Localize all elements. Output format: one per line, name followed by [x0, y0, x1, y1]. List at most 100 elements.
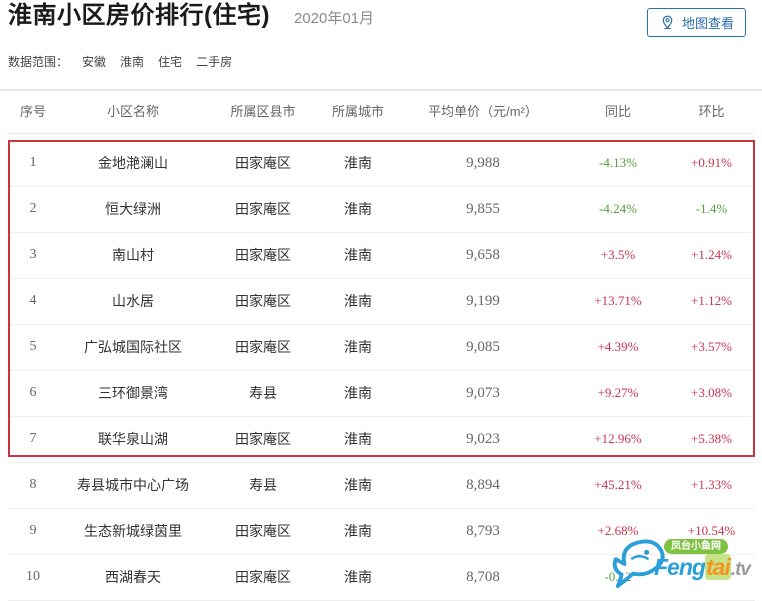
table-row: 9 生态新城绿茵里 田家庵区 淮南 8,793 +2.68% +10.54%: [8, 509, 755, 555]
mom-cell: +1.12%: [691, 293, 732, 308]
table-row: 3 南山村 田家庵区 淮南 9,658 +3.5% +1.24%: [8, 233, 755, 279]
city-cell: 淮南: [344, 339, 372, 355]
price-cell: 9,085: [466, 339, 500, 355]
community-name-link[interactable]: 恒大绿洲: [105, 201, 161, 217]
filter-market-type: 二手房: [196, 55, 233, 69]
mom-cell: +1.24%: [691, 247, 732, 262]
district-cell: 田家庵区: [235, 155, 291, 171]
table-row: 7 联华泉山湖 田家庵区 淮南 9,023 +12.96% +5.38%: [8, 417, 755, 463]
price-cell: 9,199: [466, 293, 500, 309]
map-pin-icon: [659, 14, 676, 31]
filter-city: 淮南: [120, 55, 145, 69]
city-cell: 淮南: [344, 155, 372, 171]
table-row: 6 三环御景湾 寿县 淮南 9,073 +9.27% +3.08%: [8, 371, 755, 417]
city-cell: 淮南: [344, 431, 372, 447]
mom-cell: +10.54%: [687, 523, 736, 538]
rank-cell: 7: [29, 431, 37, 446]
yoy-cell: +2.68%: [597, 523, 639, 538]
price-cell: 9,855: [466, 201, 500, 217]
city-cell: 淮南: [344, 523, 372, 539]
rank-cell: 3: [29, 247, 37, 262]
yoy-cell: +3.5%: [600, 247, 636, 262]
rank-cell: 10: [26, 569, 40, 584]
table-row: 8 寿县城市中心广场 寿县 淮南 8,894 +45.21% +1.33%: [8, 463, 755, 509]
price-cell: 9,073: [466, 385, 500, 401]
rank-cell: 2: [29, 201, 37, 216]
rank-cell: 9: [29, 523, 37, 538]
district-cell: 田家庵区: [235, 201, 291, 217]
map-view-button-label: 地图查看: [681, 16, 734, 31]
price-cell: 9,988: [466, 155, 500, 171]
rank-cell: 4: [29, 293, 37, 308]
community-name-link[interactable]: 生态新城绿茵里: [84, 523, 182, 539]
table-row: 1 金地滟澜山 田家庵区 淮南 9,988 -4.13% +0.91%: [8, 141, 755, 187]
rank-cell: 1: [29, 155, 37, 170]
community-name-link[interactable]: 联华泉山湖: [98, 431, 168, 447]
col-header-city: 所属城市: [331, 104, 384, 119]
table-row: 4 山水居 田家庵区 淮南 9,199 +13.71% +1.12%: [8, 279, 755, 325]
district-cell: 寿县: [249, 477, 277, 493]
price-cell: 9,023: [466, 431, 500, 447]
community-name-link[interactable]: 西湖春天: [105, 569, 161, 585]
community-name-link[interactable]: 广弘城国际社区: [84, 339, 182, 355]
rank-cell: 8: [29, 477, 37, 492]
col-header-name: 小区名称: [106, 104, 159, 119]
city-cell: 淮南: [344, 569, 372, 585]
price-cell: 8,793: [466, 523, 500, 539]
mom-cell: -1.4%: [695, 201, 728, 216]
yoy-cell: -4.24%: [599, 201, 637, 216]
col-header-yoy: 同比: [604, 104, 631, 119]
city-cell: 淮南: [344, 293, 372, 309]
yoy-cell: +4.39%: [597, 339, 639, 354]
district-cell: 田家庵区: [235, 523, 291, 539]
col-header-rank: 序号: [19, 104, 46, 119]
community-name-link[interactable]: 南山村: [112, 247, 154, 263]
district-cell: 田家庵区: [235, 569, 291, 585]
mom-cell: +5.38%: [691, 431, 732, 446]
price-cell: 8,708: [466, 569, 500, 585]
yoy-cell: +9.27%: [597, 385, 639, 400]
yoy-cell: +12.96%: [594, 431, 642, 446]
table-row: 10 西湖春天 田家庵区 淮南 8,708 -0.12: [8, 555, 755, 601]
price-cell: 8,894: [466, 477, 500, 493]
district-cell: 田家庵区: [235, 247, 291, 263]
titlebar: 淮南小区房价排行(住宅) 2020年01月: [8, 0, 374, 36]
mom-cell: +0.91%: [691, 155, 732, 170]
district-cell: 田家庵区: [235, 339, 291, 355]
col-header-mom: 环比: [698, 104, 725, 119]
yoy-cell: +45.21%: [594, 477, 642, 492]
price-cell: 9,658: [466, 247, 500, 263]
city-cell: 淮南: [344, 201, 372, 217]
filter-property-type: 住宅: [158, 55, 183, 69]
yoy-cell: -0.12: [604, 569, 632, 584]
divider: [0, 89, 762, 91]
district-cell: 田家庵区: [235, 431, 291, 447]
rank-cell: 5: [29, 339, 37, 354]
ranking-table: 1 金地滟澜山 田家庵区 淮南 9,988 -4.13% +0.91% 2 恒大…: [8, 141, 755, 601]
mom-cell: [668, 555, 755, 600]
rank-cell: 6: [29, 385, 37, 400]
mom-cell: +1.33%: [691, 477, 732, 492]
table-row: 5 广弘城国际社区 田家庵区 淮南 9,085 +4.39% +3.57%: [8, 325, 755, 371]
report-month: 2020年01月: [293, 10, 375, 27]
community-name-link[interactable]: 寿县城市中心广场: [77, 477, 189, 493]
table-header: 序号 小区名称 所属区县市 所属城市 平均单价（元/m²） 同比 环比: [8, 91, 755, 134]
filter-province: 安徽: [82, 55, 107, 69]
yoy-cell: +13.71%: [594, 293, 642, 308]
table-row: 2 恒大绿洲 田家庵区 淮南 9,855 -4.24% -1.4%: [8, 187, 755, 233]
data-scope-bar: 数据范围： 安徽 淮南 住宅 二手房: [8, 53, 232, 70]
district-cell: 寿县: [249, 385, 277, 401]
city-cell: 淮南: [344, 247, 372, 263]
col-header-district: 所属区县市: [230, 104, 296, 119]
col-header-price: 平均单价（元/m²）: [428, 104, 538, 119]
mom-cell: +3.08%: [691, 385, 732, 400]
city-cell: 淮南: [344, 385, 372, 401]
community-name-link[interactable]: 金地滟澜山: [98, 155, 168, 171]
community-name-link[interactable]: 三环御景湾: [98, 385, 168, 401]
community-name-link[interactable]: 山水居: [112, 293, 154, 309]
data-scope-label: 数据范围：: [8, 55, 69, 69]
city-cell: 淮南: [344, 477, 372, 493]
yoy-cell: -4.13%: [599, 155, 637, 170]
mom-cell: +3.57%: [691, 339, 732, 354]
map-view-button[interactable]: 地图查看: [646, 8, 746, 37]
